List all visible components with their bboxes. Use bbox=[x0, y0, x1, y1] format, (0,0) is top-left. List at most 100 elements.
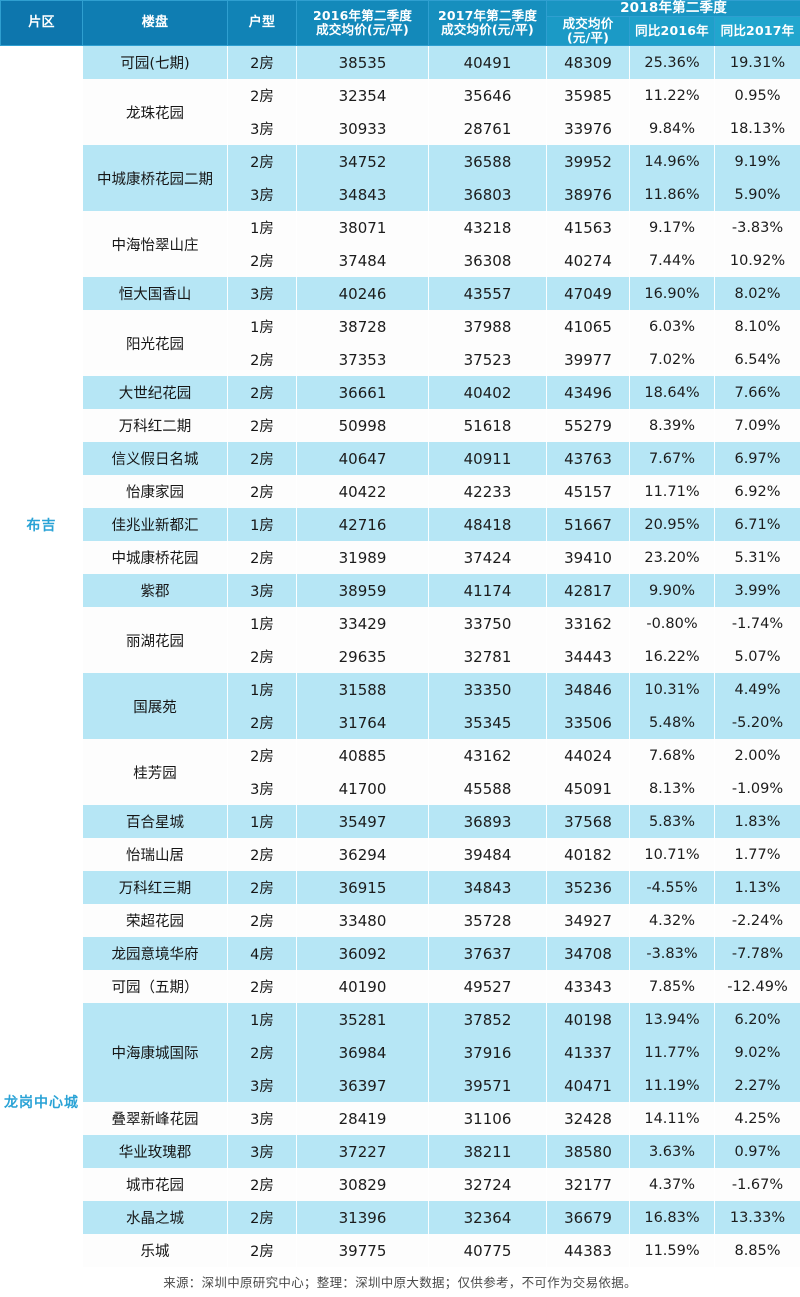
unit-type-cell: 1房 bbox=[227, 805, 297, 839]
yoy-2016-cell: -4.55% bbox=[629, 871, 715, 905]
price-2016-cell: 34752 bbox=[296, 145, 429, 179]
price-2016-cell: 29635 bbox=[296, 640, 429, 674]
col-header-project: 楼盘 bbox=[82, 0, 228, 47]
project-name: 信义假日名城 bbox=[82, 442, 228, 476]
price-2016-cell: 31588 bbox=[296, 673, 429, 707]
project-name: 叠翠新峰花园 bbox=[82, 1102, 228, 1136]
table-row: 城市花园 2房 30829 32724 32177 4.37% -1.67% bbox=[1, 1168, 800, 1202]
price-2016-cell: 35281 bbox=[296, 1003, 429, 1037]
yoy-2016-cell: 11.22% bbox=[629, 79, 715, 113]
price-2017-cell: 31106 bbox=[428, 1102, 547, 1136]
col-header-2016-line2: 成交均价(元/平) bbox=[316, 22, 409, 38]
price-2016-cell: 40647 bbox=[296, 442, 429, 476]
price-2018-cell: 37568 bbox=[546, 805, 630, 839]
price-2018-cell: 43496 bbox=[546, 376, 630, 410]
unit-type-cell: 1房 bbox=[227, 211, 297, 245]
unit-type-cell: 2房 bbox=[227, 343, 297, 377]
table-row: 信义假日名城 2房 40647 40911 43763 7.67% 6.97% bbox=[1, 442, 800, 476]
table-row: 乐城 2房 39775 40775 44383 11.59% 8.85% bbox=[1, 1234, 800, 1268]
price-2016-cell: 35497 bbox=[296, 805, 429, 839]
price-2016-cell: 38728 bbox=[296, 310, 429, 344]
price-2017-cell: 40775 bbox=[428, 1234, 547, 1268]
price-2016-cell: 31396 bbox=[296, 1201, 429, 1235]
yoy-2016-cell: 10.31% bbox=[629, 673, 715, 707]
yoy-2016-cell: 16.83% bbox=[629, 1201, 715, 1235]
yoy-2017-cell: 6.54% bbox=[714, 343, 800, 377]
table-row: 万科红三期 2房 36915 34843 35236 -4.55% 1.13% bbox=[1, 871, 800, 905]
price-2017-cell: 33350 bbox=[428, 673, 547, 707]
price-2016-cell: 36397 bbox=[296, 1069, 429, 1103]
unit-type-cell: 2房 bbox=[227, 838, 297, 872]
yoy-2017-cell: 4.49% bbox=[714, 673, 800, 707]
project-name: 怡瑞山居 bbox=[82, 838, 228, 872]
yoy-2017-cell: 9.02% bbox=[714, 1036, 800, 1070]
price-2017-cell: 41174 bbox=[428, 574, 547, 608]
price-2018-cell: 45091 bbox=[546, 772, 630, 806]
table-row: 恒大国香山 3房 40246 43557 47049 16.90% 8.02% bbox=[1, 277, 800, 311]
yoy-2016-cell: 20.95% bbox=[629, 508, 715, 542]
unit-type-cell: 2房 bbox=[227, 640, 297, 674]
project-name: 国展苑 bbox=[82, 673, 228, 740]
project-name: 佳兆业新都汇 bbox=[82, 508, 228, 542]
price-2016-cell: 36294 bbox=[296, 838, 429, 872]
price-2018-cell: 35236 bbox=[546, 871, 630, 905]
table-row: 龙珠花园 2房 32354 35646 35985 11.22% 0.95% bbox=[1, 79, 800, 146]
table-row: 叠翠新峰花园 3房 28419 31106 32428 14.11% 4.25% bbox=[1, 1102, 800, 1136]
price-2017-cell: 43162 bbox=[428, 739, 547, 773]
price-2017-cell: 32364 bbox=[428, 1201, 547, 1235]
unit-type-cell: 1房 bbox=[227, 508, 297, 542]
yoy-2017-cell: 8.02% bbox=[714, 277, 800, 311]
project-name: 水晶之城 bbox=[82, 1201, 228, 1235]
price-2016-cell: 31989 bbox=[296, 541, 429, 575]
price-2017-cell: 51618 bbox=[428, 409, 547, 443]
yoy-2017-cell: 19.31% bbox=[714, 45, 800, 80]
yoy-2016-cell: 7.85% bbox=[629, 970, 715, 1004]
yoy-2017-cell: 5.90% bbox=[714, 178, 800, 212]
price-2016-cell: 36915 bbox=[296, 871, 429, 905]
price-2018-cell: 33976 bbox=[546, 112, 630, 146]
col-header-2018-price-line2: (元/平) bbox=[567, 30, 609, 46]
yoy-2017-cell: 6.20% bbox=[714, 1003, 800, 1037]
yoy-2017-cell: -2.24% bbox=[714, 904, 800, 938]
price-2016-cell: 31764 bbox=[296, 706, 429, 740]
price-2016-cell: 40190 bbox=[296, 970, 429, 1004]
table-row: 横岗水晶之城2房31396323643667916.83%13.33% bbox=[0, 1201, 800, 1297]
col-header-2017-line2: 成交均价(元/平) bbox=[441, 22, 534, 38]
price-2016-cell: 38959 bbox=[296, 574, 429, 608]
price-2018-cell: 42817 bbox=[546, 574, 630, 608]
table-row: 丽湖花园 1房 33429 33750 33162 -0.80% -1.74% bbox=[1, 607, 800, 674]
price-2016-cell: 36661 bbox=[296, 376, 429, 410]
yoy-2016-cell: 4.37% bbox=[629, 1168, 715, 1202]
unit-type-cell: 2房 bbox=[227, 475, 297, 509]
price-2018-cell: 39410 bbox=[546, 541, 630, 575]
unit-type-cell: 2房 bbox=[227, 739, 297, 773]
price-2018-cell: 39977 bbox=[546, 343, 630, 377]
yoy-2016-cell: 7.67% bbox=[629, 442, 715, 476]
project-name: 恒大国香山 bbox=[82, 277, 228, 311]
price-2018-cell: 55279 bbox=[546, 409, 630, 443]
price-2016-cell: 41700 bbox=[296, 772, 429, 806]
table-row: 阳光花园 1房 38728 37988 41065 6.03% 8.10% bbox=[1, 310, 800, 377]
price-2018-cell: 41065 bbox=[546, 310, 630, 344]
yoy-2016-cell: 14.96% bbox=[629, 145, 715, 179]
yoy-2017-cell: 2.27% bbox=[714, 1069, 800, 1103]
unit-type-cell: 2房 bbox=[227, 1168, 297, 1202]
price-2018-cell: 40198 bbox=[546, 1003, 630, 1037]
footnote: 来源：深圳中原研究中心；整理：深圳中原大数据；仅供参考，不可作为交易依据。 bbox=[163, 1275, 637, 1290]
yoy-2017-cell: 1.83% bbox=[714, 805, 800, 839]
yoy-2017-cell: 0.95% bbox=[714, 79, 800, 113]
price-2016-cell: 33480 bbox=[296, 904, 429, 938]
price-2016-cell: 37353 bbox=[296, 343, 429, 377]
price-2017-cell: 36893 bbox=[428, 805, 547, 839]
unit-type-cell: 2房 bbox=[227, 409, 297, 443]
col-header-unit-type: 户型 bbox=[227, 0, 297, 47]
yoy-2017-cell: 10.92% bbox=[714, 244, 800, 278]
table-row: 怡康家园 2房 40422 42233 45157 11.71% 6.92% bbox=[1, 475, 800, 509]
yoy-2016-cell: 11.19% bbox=[629, 1069, 715, 1103]
price-2018-cell: 38580 bbox=[546, 1135, 630, 1169]
yoy-2017-cell: 13.33% bbox=[714, 1201, 800, 1235]
table-body: 布吉 可园(七期) 2房 38535 40491 48309 25.36% 19.31% 龙珠花… bbox=[0, 45, 800, 1297]
unit-type-cell: 2房 bbox=[227, 1234, 297, 1268]
yoy-2016-cell: 7.44% bbox=[629, 244, 715, 278]
